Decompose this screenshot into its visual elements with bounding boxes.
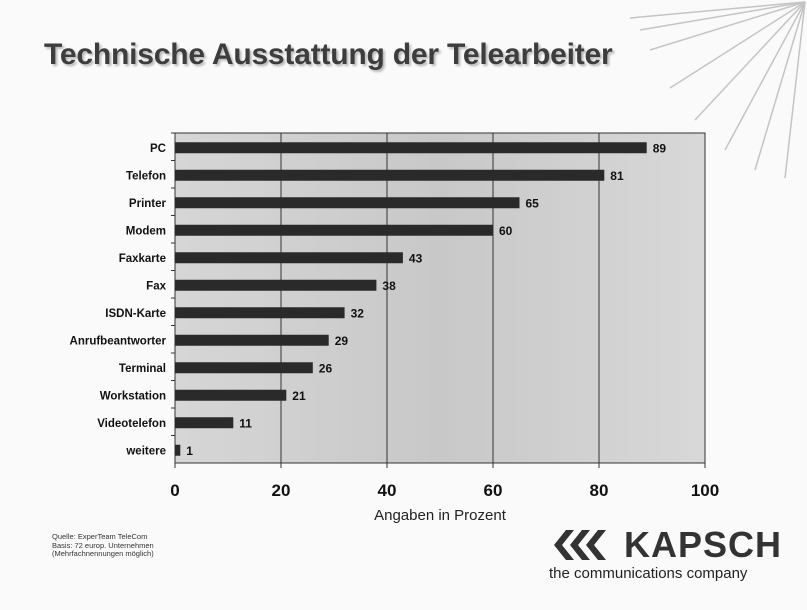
source-line: (Mehrfachnennungen möglich) [52,549,154,558]
value-label: 43 [409,251,423,265]
bar [175,252,403,264]
bar [175,279,377,291]
bar [175,334,329,346]
bar [175,169,605,181]
category-label: Printer [129,198,167,210]
bar [175,142,647,154]
source-line: Basis: 72 europ. Unternehmen [52,540,154,550]
value-label: 1 [186,444,193,458]
logo-tagline: the communications company [549,565,748,582]
kapsch-chevrons-icon [554,530,606,560]
source-line: Quelle: ExperTeam TeleCom [52,532,148,541]
value-label: 11 [239,416,252,430]
bar [175,444,181,456]
category-label: Faxkarte [119,253,166,265]
category-label: Terminal [119,363,166,375]
logo-wordmark: KAPSCH [624,524,783,565]
value-label: 26 [319,361,333,375]
bar [175,362,313,374]
category-label: Videotelefon [97,418,166,430]
x-axis-label: Angaben in Prozent [374,507,507,524]
category-label: ISDN-Karte [105,308,166,320]
source-note: Quelle: ExperTeam TeleCom Basis: 72 euro… [52,532,154,559]
value-label: 32 [351,306,365,320]
value-label: 29 [335,334,349,348]
plot-area [174,132,706,464]
x-tick-label: 80 [590,481,609,500]
value-label: 81 [610,169,624,183]
bar [175,224,493,236]
value-label: 89 [653,141,667,155]
bar [175,417,234,429]
value-label: 65 [526,196,540,210]
bar [175,307,345,319]
x-tick-label: 20 [272,481,291,500]
sun-rays-decoration [629,1,806,179]
category-label: Fax [146,280,166,292]
x-tick-label: 0 [170,481,179,500]
bar [175,389,287,401]
x-tick-label: 60 [484,481,503,500]
value-label: 60 [499,224,513,238]
bar [175,197,520,209]
category-label: weitere [125,445,166,457]
value-label: 38 [382,279,396,293]
x-tick-label: 40 [378,481,397,500]
category-label: Workstation [100,390,166,402]
category-label: Modem [126,225,166,237]
category-label: PC [150,143,166,155]
value-label: 21 [292,389,306,403]
slide-title: Technische Ausstattung der Telearbeiter [44,38,613,71]
x-tick-label: 100 [691,481,719,500]
category-label: Anrufbeantworter [70,335,167,347]
category-label: Telefon [126,170,166,182]
